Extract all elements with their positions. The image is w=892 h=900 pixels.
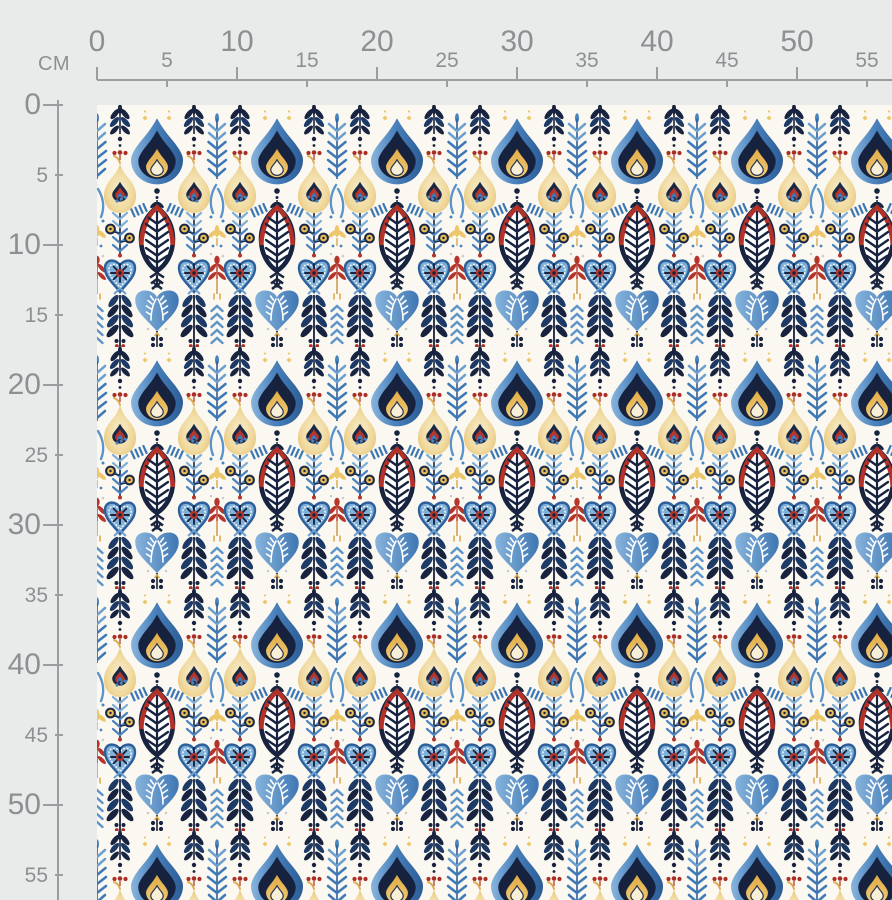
v-ruler-label: 55: [24, 864, 48, 887]
v-ruler-tick: [43, 244, 63, 246]
fabric-pattern-svg: [97, 105, 892, 900]
ruler-unit-label: CM: [37, 53, 71, 75]
h-ruler-tick: [96, 67, 98, 80]
v-ruler-tick: [43, 664, 63, 666]
h-ruler-label: 30: [500, 25, 534, 58]
v-ruler-label: 10: [7, 228, 41, 261]
v-ruler-label: 5: [36, 164, 48, 187]
fabric-pattern-fill: [97, 105, 892, 900]
vertical-ruler-line: [57, 100, 59, 900]
h-ruler-tick: [796, 67, 798, 80]
v-ruler-tick: [43, 524, 63, 526]
horizontal-ruler-line: [97, 79, 892, 81]
h-ruler-tick: [726, 80, 728, 87]
v-ruler-tick: [43, 104, 63, 106]
h-ruler-label: 55: [855, 49, 879, 72]
h-ruler-label: 20: [360, 25, 394, 58]
fabric-swatch[interactable]: [97, 105, 892, 900]
h-ruler-tick: [586, 80, 588, 87]
h-ruler-tick: [306, 80, 308, 87]
v-ruler-tick: [43, 384, 63, 386]
h-ruler-label: 10: [220, 25, 254, 58]
h-ruler-tick: [376, 67, 378, 80]
v-ruler-tick: [43, 804, 63, 806]
v-ruler-tick: [55, 734, 63, 736]
h-ruler-label: 50: [780, 25, 814, 58]
v-ruler-label: 35: [24, 584, 48, 607]
h-ruler-tick: [656, 67, 658, 80]
v-ruler-tick: [55, 454, 63, 456]
h-ruler-tick: [516, 67, 518, 80]
h-ruler-label: 5: [161, 49, 173, 72]
h-ruler-label: 35: [575, 49, 599, 72]
v-ruler-label: 40: [7, 648, 41, 681]
h-ruler-label: 40: [640, 25, 674, 58]
h-ruler-tick: [446, 80, 448, 87]
v-ruler-label: 0: [24, 88, 41, 121]
h-ruler-label: 0: [88, 25, 106, 58]
v-ruler-label: 50: [7, 788, 41, 821]
h-ruler-tick: [236, 67, 238, 80]
v-ruler-tick: [55, 174, 63, 176]
v-ruler-tick: [55, 594, 63, 596]
v-ruler-label: 45: [24, 724, 48, 747]
v-ruler-label: 25: [24, 444, 48, 467]
v-ruler-tick: [55, 874, 63, 876]
h-ruler-label: 45: [715, 49, 739, 72]
v-ruler-label: 15: [24, 304, 48, 327]
h-ruler-label: 15: [295, 49, 319, 72]
v-ruler-label: 30: [7, 508, 41, 541]
v-ruler-label: 20: [7, 368, 41, 401]
h-ruler-label: 25: [435, 49, 459, 72]
h-ruler-tick: [866, 80, 868, 87]
v-ruler-tick: [55, 314, 63, 316]
h-ruler-tick: [166, 80, 168, 87]
